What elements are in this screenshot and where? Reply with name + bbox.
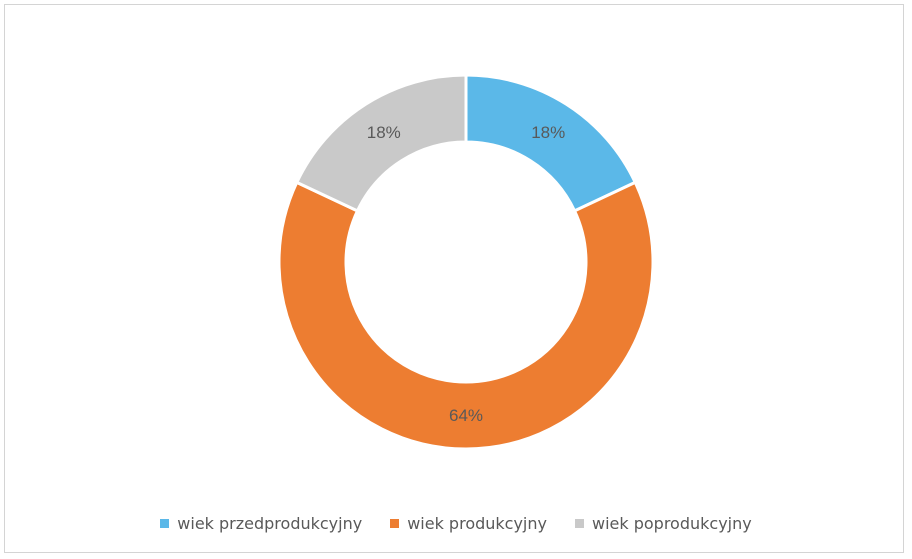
legend-item-produkcyjny: wiek produkcyjny [390,514,547,533]
donut-slice-przedprodukcyjny [464,73,638,213]
legend-swatch [390,519,400,528]
data-label-produkcyjny: 64% [449,406,483,425]
data-label-przedprodukcyjny: 18% [531,123,565,142]
legend-swatch [160,519,170,528]
donut-slice-poprodukcyjny [294,73,468,213]
donut-chart: 18% 64% 18% [277,73,655,451]
legend-label: wiek przedprodukcyjny [177,514,363,533]
legend-swatch [574,519,584,528]
legend-item-przedprodukcyjny: wiek przedprodukcyjny [160,514,362,533]
legend-label: wiek produkcyjny [407,514,547,533]
legend: wiek przedprodukcyjny wiek produkcyjny w… [0,514,912,533]
legend-item-poprodukcyjny: wiek poprodukcyjny [574,514,752,533]
donut-slice-produkcyjny [277,180,655,451]
data-label-poprodukcyjny: 18% [367,123,401,142]
legend-label: wiek poprodukcyjny [591,514,752,533]
